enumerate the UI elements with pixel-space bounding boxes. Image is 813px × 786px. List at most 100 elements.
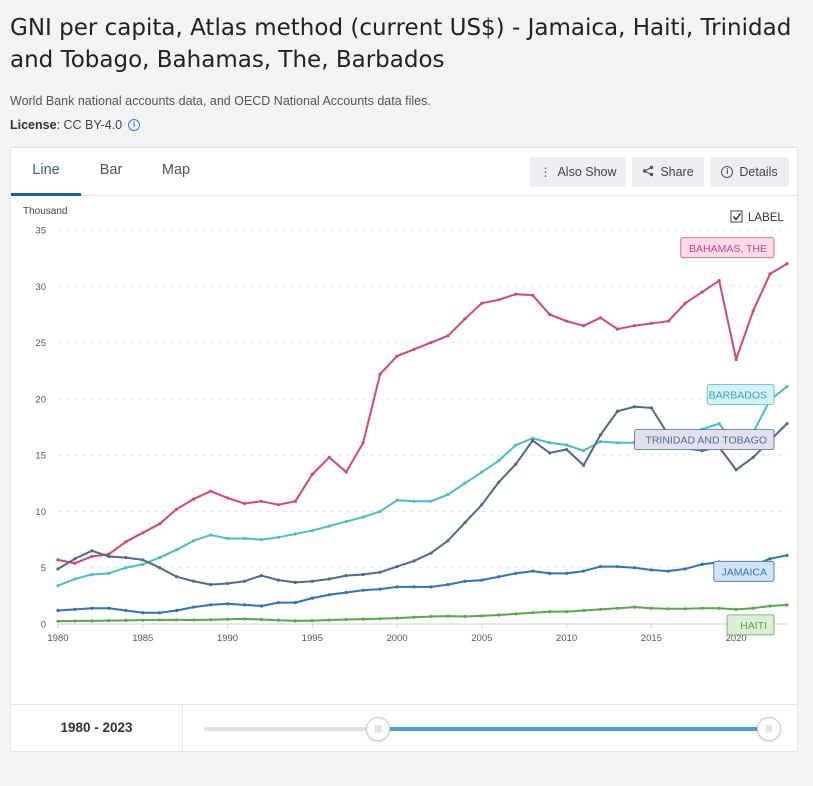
- data-point[interactable]: [446, 583, 450, 587]
- data-point[interactable]: [361, 588, 365, 592]
- data-point[interactable]: [225, 496, 230, 500]
- data-point[interactable]: [293, 619, 297, 623]
- data-point[interactable]: [293, 580, 297, 584]
- data-point[interactable]: [395, 498, 399, 502]
- data-point[interactable]: [700, 562, 704, 566]
- data-point[interactable]: [548, 451, 552, 455]
- data-point[interactable]: [141, 562, 145, 566]
- data-point[interactable]: [429, 585, 433, 589]
- data-point[interactable]: [158, 618, 162, 622]
- data-point[interactable]: [378, 372, 382, 376]
- data-point[interactable]: [276, 601, 280, 605]
- data-point[interactable]: [429, 340, 433, 345]
- data-point[interactable]: [56, 619, 60, 623]
- data-point[interactable]: [158, 566, 162, 570]
- data-point[interactable]: [734, 468, 738, 472]
- data-point[interactable]: [666, 319, 670, 323]
- data-point[interactable]: [615, 606, 620, 610]
- data-point[interactable]: [649, 606, 653, 610]
- data-point[interactable]: [581, 569, 586, 573]
- data-point[interactable]: [632, 605, 637, 609]
- data-point[interactable]: [90, 619, 94, 623]
- data-point[interactable]: [141, 618, 145, 622]
- range-end-handle[interactable]: |||: [757, 717, 781, 741]
- data-point[interactable]: [327, 593, 331, 597]
- data-point[interactable]: [463, 481, 467, 485]
- also-show-button[interactable]: ⋮ Also Show: [530, 157, 626, 187]
- data-point[interactable]: [107, 552, 111, 556]
- data-point[interactable]: [378, 509, 382, 514]
- data-point[interactable]: [107, 554, 111, 559]
- series-label-haiti[interactable]: HAITI: [726, 614, 775, 636]
- data-point[interactable]: [768, 272, 772, 276]
- data-point[interactable]: [395, 616, 399, 620]
- data-point[interactable]: [531, 569, 535, 573]
- data-point[interactable]: [581, 449, 586, 453]
- data-point[interactable]: [497, 613, 501, 617]
- data-point[interactable]: [429, 614, 433, 619]
- data-point[interactable]: [666, 569, 670, 573]
- data-point[interactable]: [361, 441, 365, 445]
- data-point[interactable]: [344, 470, 348, 474]
- data-point[interactable]: [615, 564, 620, 569]
- data-point[interactable]: [378, 617, 382, 621]
- series-line-haiti[interactable]: [57, 603, 788, 623]
- data-point[interactable]: [412, 347, 416, 351]
- data-point[interactable]: [175, 575, 179, 579]
- data-point[interactable]: [412, 559, 416, 563]
- data-point[interactable]: [598, 564, 603, 569]
- data-point[interactable]: [56, 558, 60, 562]
- data-point[interactable]: [310, 619, 314, 623]
- data-point[interactable]: [73, 557, 77, 561]
- data-point[interactable]: [192, 497, 196, 501]
- data-point[interactable]: [683, 607, 687, 611]
- data-point[interactable]: [446, 492, 450, 497]
- data-point[interactable]: [514, 443, 518, 447]
- data-point[interactable]: [344, 519, 348, 524]
- data-point[interactable]: [225, 581, 230, 586]
- data-point[interactable]: [666, 607, 670, 611]
- data-point[interactable]: [259, 604, 264, 608]
- data-point[interactable]: [107, 619, 111, 623]
- data-point[interactable]: [480, 470, 484, 474]
- data-point[interactable]: [548, 312, 552, 317]
- data-point[interactable]: [548, 441, 552, 445]
- data-point[interactable]: [463, 614, 467, 619]
- data-point[interactable]: [446, 539, 450, 543]
- data-point[interactable]: [548, 610, 552, 614]
- data-point[interactable]: [310, 528, 314, 533]
- data-point[interactable]: [395, 564, 399, 569]
- data-point[interactable]: [327, 524, 331, 528]
- data-point[interactable]: [192, 539, 196, 543]
- data-point[interactable]: [412, 585, 416, 589]
- data-point[interactable]: [310, 472, 314, 476]
- data-point[interactable]: [395, 585, 399, 589]
- data-point[interactable]: [192, 618, 196, 622]
- data-point[interactable]: [683, 567, 687, 571]
- data-point[interactable]: [344, 573, 348, 578]
- data-point[interactable]: [463, 521, 467, 525]
- data-point[interactable]: [361, 617, 365, 621]
- data-point[interactable]: [531, 438, 535, 443]
- data-point[interactable]: [615, 327, 620, 331]
- data-point[interactable]: [615, 441, 620, 445]
- data-point[interactable]: [480, 614, 484, 618]
- series-line-jamaica[interactable]: [57, 554, 788, 614]
- data-point[interactable]: [90, 554, 94, 559]
- data-point[interactable]: [175, 507, 179, 511]
- data-point[interactable]: [90, 606, 94, 610]
- data-point[interactable]: [141, 531, 145, 535]
- data-point[interactable]: [225, 536, 230, 541]
- data-point[interactable]: [310, 579, 314, 583]
- data-point[interactable]: [361, 515, 365, 519]
- data-point[interactable]: [395, 354, 399, 358]
- tab-map[interactable]: Map: [161, 162, 191, 178]
- data-point[interactable]: [208, 533, 213, 537]
- data-point[interactable]: [259, 537, 264, 542]
- data-point[interactable]: [581, 463, 586, 467]
- data-point[interactable]: [768, 557, 772, 561]
- data-point[interactable]: [242, 501, 247, 506]
- data-point[interactable]: [785, 422, 789, 426]
- data-point[interactable]: [649, 321, 653, 326]
- data-point[interactable]: [276, 618, 280, 622]
